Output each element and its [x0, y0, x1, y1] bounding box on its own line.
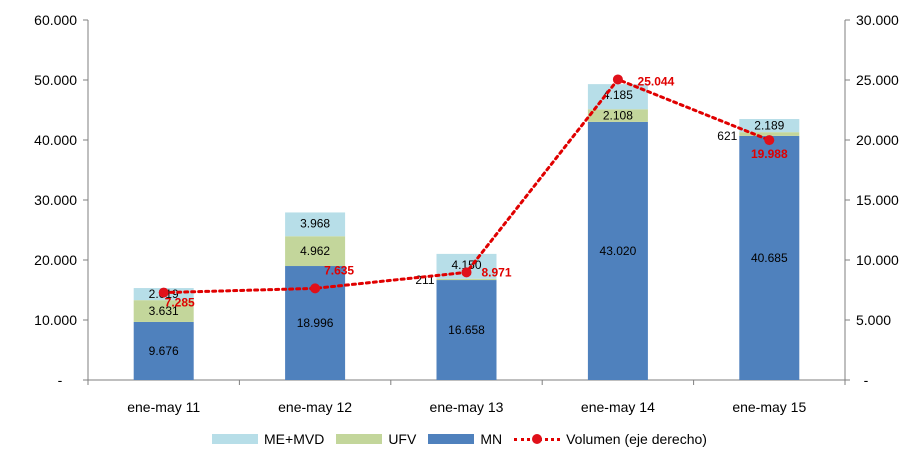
bar-ufv: [285, 236, 346, 267]
data-label-mn: 16.658: [448, 323, 485, 337]
left-tick-label: -: [58, 372, 63, 388]
volumen-point: [461, 267, 472, 278]
left-tick-label: 40.000: [34, 132, 77, 148]
bar-me-mvd: [739, 119, 800, 133]
data-label-me-mvd: 4.185: [603, 88, 633, 102]
legend-label-ufv: UFV: [388, 431, 417, 447]
bar-ufv: [739, 132, 800, 136]
x-tick-label: ene-may 15: [732, 399, 806, 415]
volumen-point: [612, 74, 623, 85]
volumen-data-label: 7.635: [324, 263, 354, 277]
left-tick-label: 10.000: [34, 312, 77, 328]
bar-ufv: [133, 300, 194, 322]
right-tick-label: -: [864, 372, 869, 388]
right-tick-label: 30.000: [856, 12, 899, 28]
data-label-me-mvd: 3.968: [300, 216, 330, 230]
bar-me-mvd: [285, 212, 346, 237]
data-label-ufv: 3.631: [149, 304, 179, 318]
volumen-data-label: 8.971: [481, 265, 511, 279]
legend-swatch-mn: [428, 434, 475, 444]
legend-item-volumen: Volumen (eje derecho): [514, 431, 707, 447]
x-tick-label: ene-may 12: [278, 399, 352, 415]
x-tick-label: ene-may 11: [127, 399, 200, 415]
x-tick-label: ene-may 13: [430, 399, 504, 415]
volumen-data-label: 25.044: [638, 74, 675, 88]
bar-mn: [587, 121, 648, 380]
data-label-mn: 43.020: [600, 244, 637, 258]
bar-mn: [739, 135, 800, 380]
right-tick-label: 15.000: [856, 192, 899, 208]
right-tick-label: 25.000: [856, 72, 899, 88]
x-tick-label: ene-may 14: [581, 399, 655, 415]
data-label-mn: 40.685: [751, 251, 788, 265]
legend-label-mn: MN: [480, 431, 503, 447]
legend-label-volumen: Volumen (eje derecho): [566, 431, 707, 447]
data-label-ufv: 2.108: [603, 109, 633, 123]
right-tick-label: 5.000: [856, 312, 891, 328]
legend-swatch-me-mvd: [212, 434, 259, 444]
legend-item-me-mvd: ME+MVD: [212, 431, 324, 447]
data-label-mn: 18.996: [297, 316, 334, 330]
left-tick-label: 30.000: [34, 192, 77, 208]
data-label-ufv: 621: [717, 129, 737, 143]
left-tick-label: 60.000: [34, 12, 77, 28]
volumen-data-label: 19.988: [751, 147, 788, 161]
data-label-mn: 9.676: [149, 344, 179, 358]
legend-swatch-ufv: [336, 434, 383, 444]
legend-marker-volumen: [514, 433, 561, 445]
volumen-point: [764, 135, 775, 146]
bar-mn: [133, 321, 194, 380]
volumen-point: [158, 287, 169, 298]
right-tick-label: 20.000: [856, 132, 899, 148]
bar-ufv: [436, 278, 497, 281]
left-tick-label: 20.000: [34, 252, 77, 268]
chart-legend: ME+MVD UFV MN Volumen (eje derecho): [0, 427, 919, 451]
volumen-data-label: 7.285: [165, 296, 195, 310]
bar-mn: [436, 280, 497, 380]
legend-label-me-mvd: ME+MVD: [264, 431, 325, 447]
bar-ufv: [587, 109, 648, 122]
data-label-me-mvd: 2.189: [754, 119, 784, 133]
volumen-point: [310, 283, 321, 294]
legend-item-mn: MN: [428, 431, 502, 447]
right-tick-label: 10.000: [856, 252, 899, 268]
left-tick-label: 50.000: [34, 72, 77, 88]
data-label-ufv: 4.962: [300, 244, 330, 258]
legend-item-ufv: UFV: [336, 431, 416, 447]
